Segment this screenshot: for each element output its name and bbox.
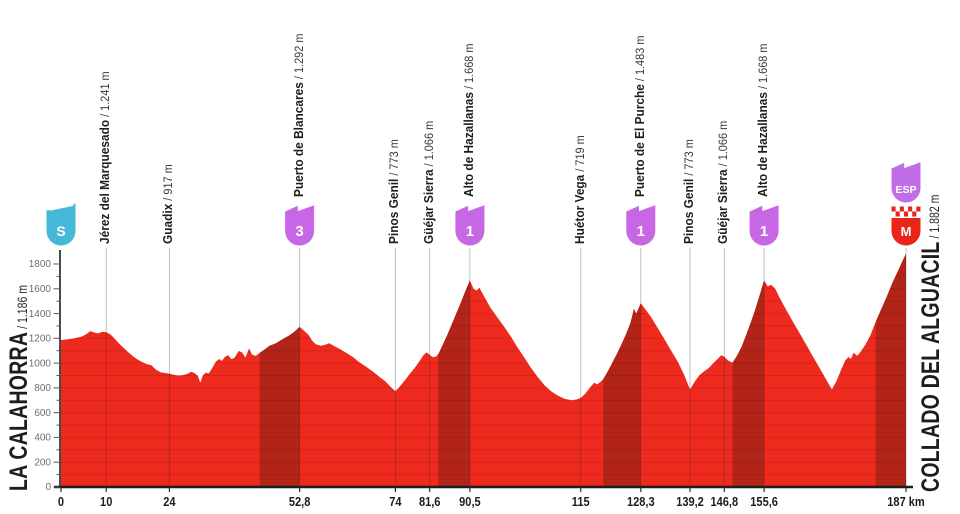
y-tick-label: 1800 (29, 259, 52, 270)
climb-category-marker: 1 (749, 205, 779, 246)
y-tick-label: 1400 (29, 309, 52, 320)
start-location-name: LA CALAHORRA (5, 331, 33, 491)
svg-text:1: 1 (466, 223, 474, 240)
x-tick-label: 90,5 (459, 494, 481, 509)
x-tick-label: 128,3 (627, 494, 655, 509)
svg-text:S: S (56, 223, 65, 239)
start-marker: S (46, 203, 76, 246)
svg-text:3: 3 (295, 223, 303, 240)
finish-location-separator: / (927, 232, 942, 242)
x-tick-label: 24 (163, 494, 176, 509)
x-tick-label: 115 (572, 494, 590, 509)
finish-location-altitude: 1.882 m (927, 194, 942, 233)
x-tick-label: 146,8 (710, 494, 738, 509)
x-tick-label: 155,6 (750, 494, 778, 509)
x-tick-label: 81,6 (419, 494, 441, 509)
x-tick-label: 10 (100, 494, 113, 509)
y-tick-label: 1000 (29, 358, 52, 369)
x-tick-label: 74 (389, 494, 402, 509)
y-tick-label: 1200 (29, 334, 52, 345)
start-location-label: LA CALAHORRA / 1.186 m (5, 285, 36, 491)
finish-location-name: COLLADO DEL ALGUACIL (917, 241, 945, 492)
svg-text:M: M (901, 224, 912, 239)
svg-text:1: 1 (637, 223, 645, 240)
y-tick-label: 800 (34, 383, 51, 394)
climb-category-marker: 1 (455, 205, 485, 246)
y-tick-label: 600 (34, 408, 51, 419)
finish-location-label: COLLADO DEL ALGUACIL / 1.882 m (917, 194, 948, 492)
y-tick-label: 0 (45, 482, 51, 493)
y-tick-label: 200 (34, 457, 51, 468)
x-tick-label: 187 km (887, 494, 924, 509)
start-location-altitude: 1.186 m (15, 285, 30, 324)
start-location-separator: / (15, 323, 30, 332)
esp-badge: ESP (891, 162, 921, 203)
y-tick-label: 1600 (29, 284, 52, 295)
svg-text:ESP: ESP (895, 184, 916, 196)
climb-category-marker: 3 (285, 205, 315, 246)
x-tick-label: 52,8 (289, 494, 311, 509)
climb-category-marker: 1 (626, 205, 656, 246)
y-tick-label: 400 (34, 433, 51, 444)
x-tick-label: 139,2 (676, 494, 704, 509)
finish-marker: M (891, 206, 921, 246)
svg-text:1: 1 (760, 223, 768, 240)
x-tick-label: 0 (58, 494, 64, 509)
elevation-area (61, 253, 906, 487)
